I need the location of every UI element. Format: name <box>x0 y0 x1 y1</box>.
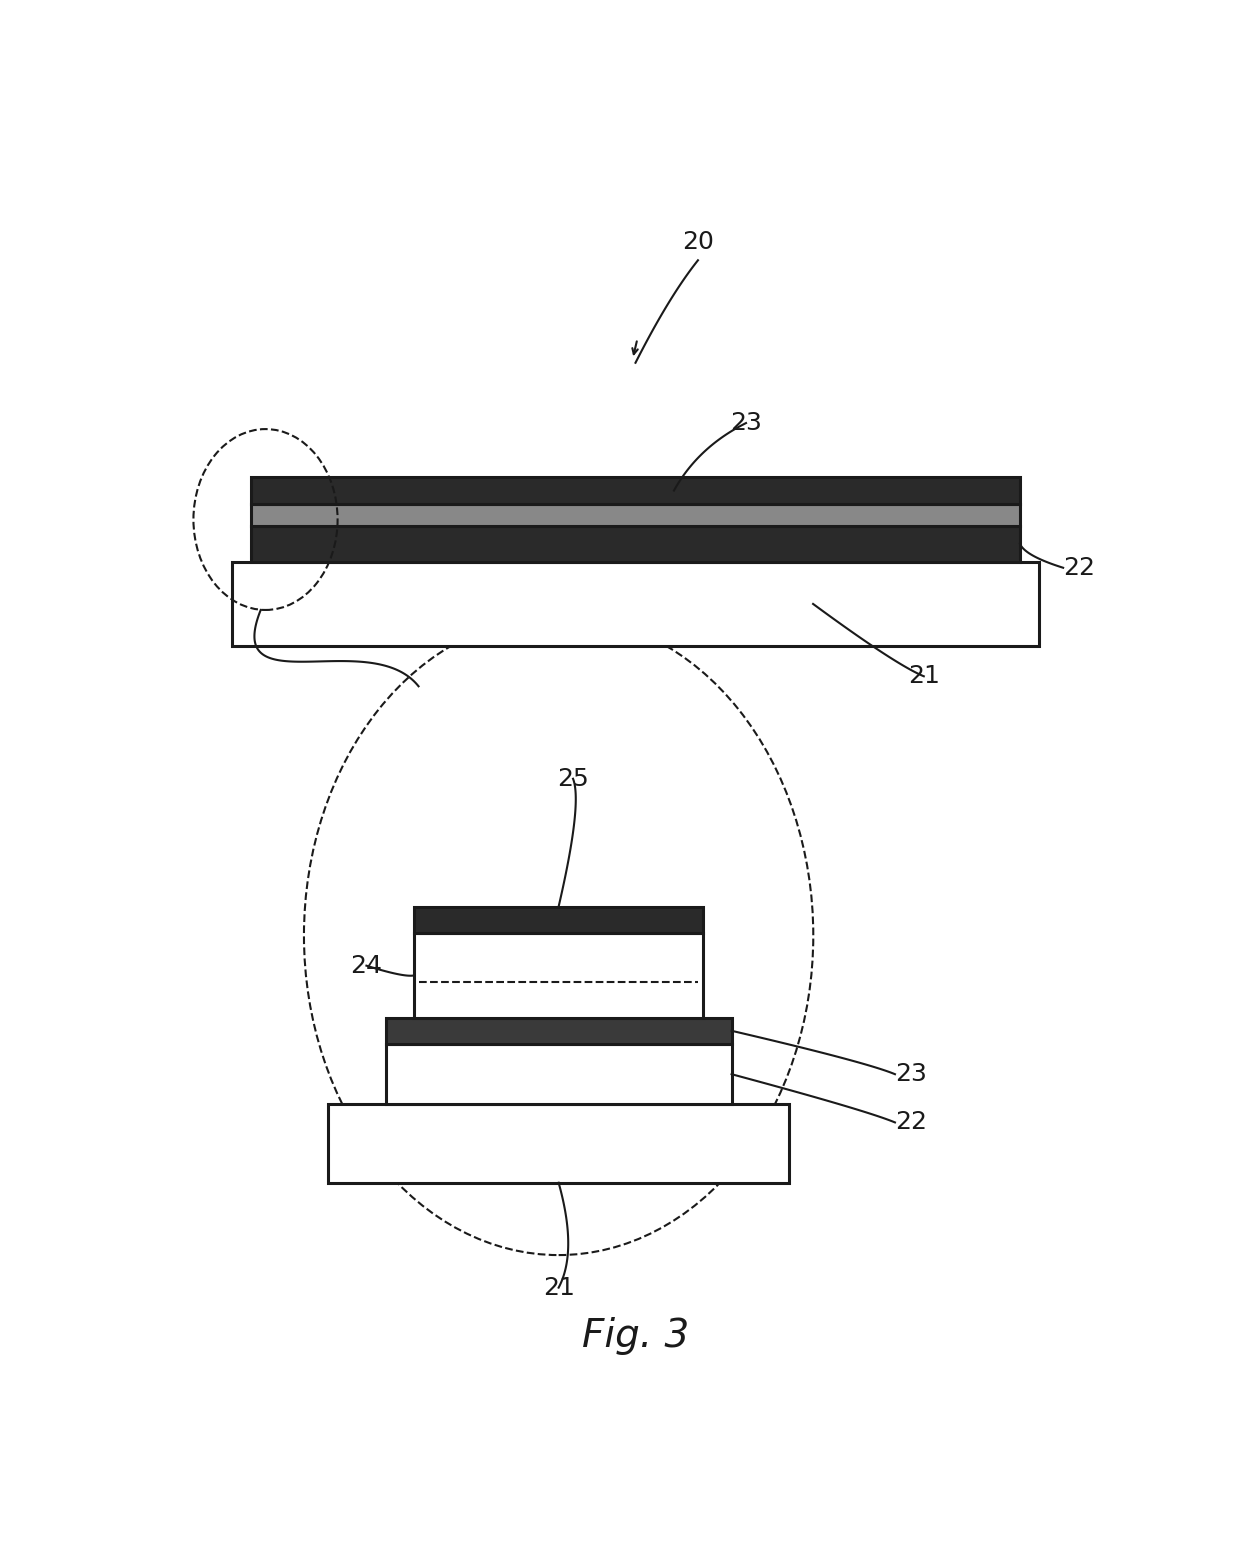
Text: 22: 22 <box>895 1110 928 1134</box>
Bar <box>232 562 1039 647</box>
Text: 23: 23 <box>895 1062 926 1087</box>
Text: 20: 20 <box>682 230 714 254</box>
Text: 24: 24 <box>351 954 382 977</box>
Text: Fig. 3: Fig. 3 <box>582 1317 689 1355</box>
Bar <box>414 907 703 933</box>
Bar <box>386 1045 732 1104</box>
Text: 23: 23 <box>730 410 761 435</box>
Bar <box>386 1018 732 1045</box>
Text: 22: 22 <box>1063 556 1095 579</box>
Bar <box>414 933 703 1018</box>
Bar <box>250 504 1019 526</box>
Text: 21: 21 <box>908 664 940 689</box>
Text: 25: 25 <box>557 767 589 791</box>
Bar <box>327 1104 789 1182</box>
Bar <box>250 478 1019 504</box>
Bar <box>250 526 1019 562</box>
Text: 21: 21 <box>543 1276 574 1300</box>
